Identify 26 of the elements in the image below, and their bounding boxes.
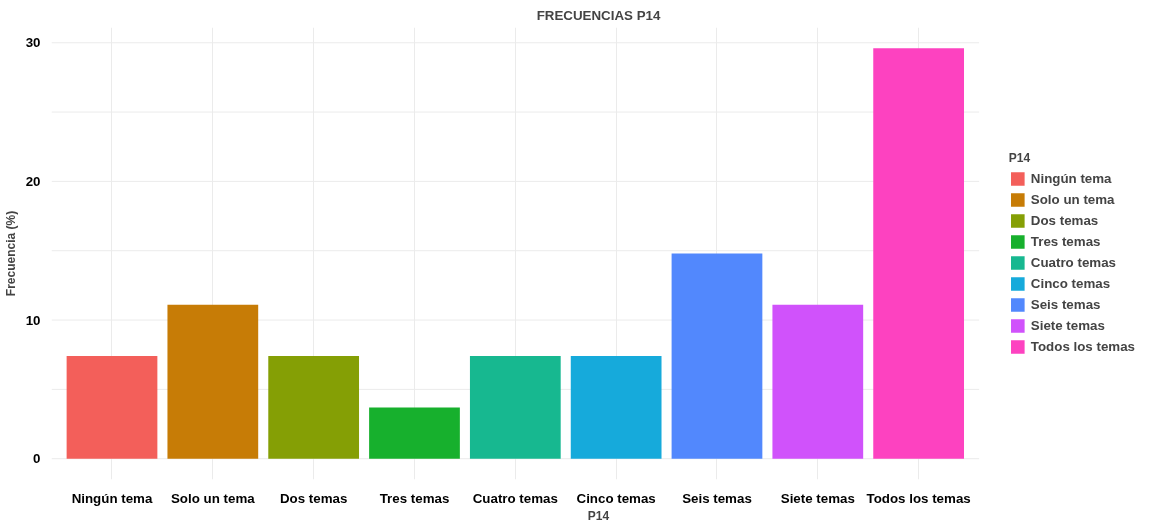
y-tick-label: 30 <box>25 35 41 51</box>
legend-label: Cinco temas <box>1030 276 1111 291</box>
legend-label: Todos los temas <box>1030 339 1135 354</box>
legend-title: P14 <box>1008 151 1032 165</box>
legend-label: Cuatro temas <box>1030 255 1116 270</box>
legend-label: Ningún tema <box>1030 171 1112 186</box>
legend-label: Siete temas <box>1030 318 1105 333</box>
x-tick-label: Cuatro temas <box>472 490 558 506</box>
legend-label: Seis temas <box>1030 297 1101 312</box>
x-axis-title: P14 <box>587 508 610 523</box>
legend-label: Dos temas <box>1030 213 1099 228</box>
x-tick-label: Todos los temas <box>866 490 971 506</box>
x-tick-label: Siete temas <box>780 490 855 506</box>
x-tick-label: Dos temas <box>279 490 348 506</box>
y-tick-label: 10 <box>25 312 41 328</box>
x-tick-label: Solo un tema <box>170 490 256 506</box>
legend-label: Tres temas <box>1030 234 1101 249</box>
x-tick-label: Ningún tema <box>71 490 153 506</box>
legend-label: Solo un tema <box>1030 192 1115 207</box>
x-tick-label: Cinco temas <box>576 490 656 506</box>
x-tick-label: Seis temas <box>682 490 752 506</box>
y-tick-label: 0 <box>33 451 41 467</box>
y-tick-label: 20 <box>25 173 41 189</box>
y-axis-title: Frecuencia (%) <box>3 210 18 297</box>
chart-title: FRECUENCIAS P14 <box>536 7 661 23</box>
x-tick-label: Tres temas <box>379 490 450 506</box>
